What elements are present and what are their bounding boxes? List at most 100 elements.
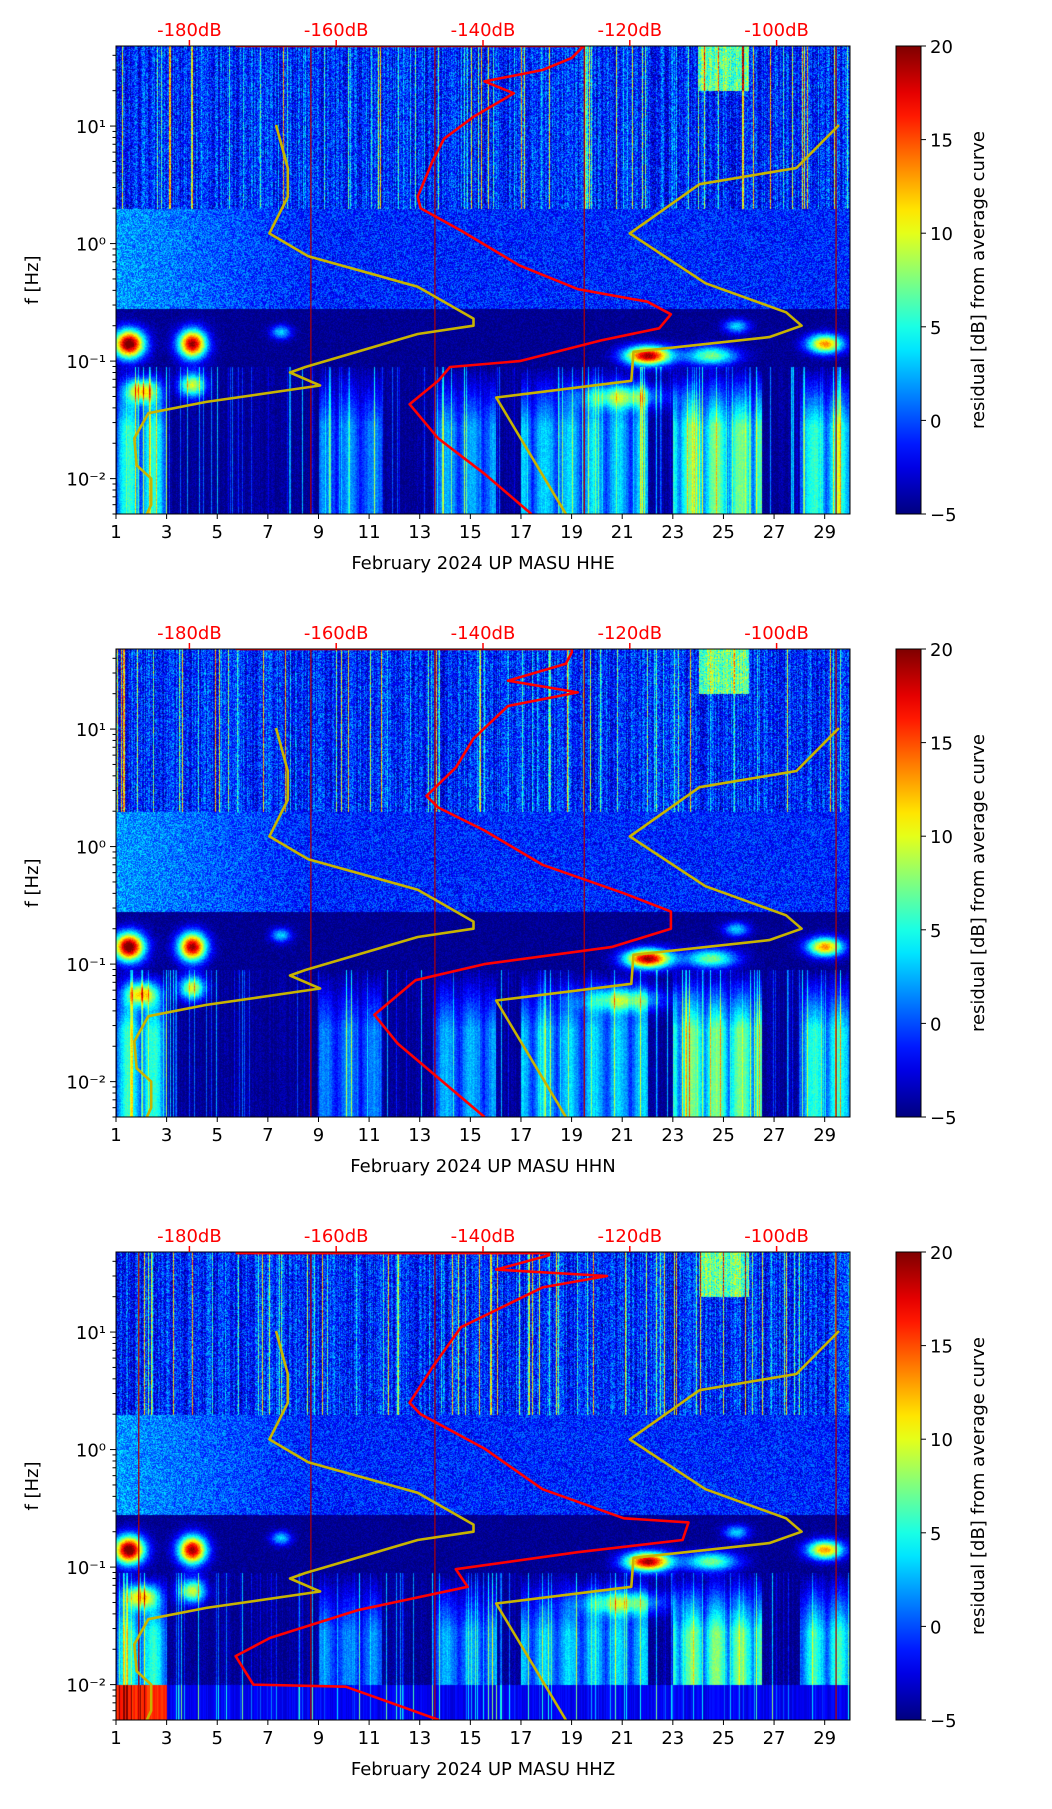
x-tick-label: 25: [712, 1728, 735, 1749]
nhnm-curve: [494, 1330, 840, 1720]
colorbar-tick-label: 0: [930, 411, 941, 432]
colorbar-tick-label: 15: [930, 131, 953, 152]
colorbar-label: residual [dB] from average curve: [968, 131, 989, 429]
colorbar-tick-label: 5: [930, 318, 941, 339]
y-tick-label: 10⁻¹: [66, 1558, 106, 1579]
top-db-tick-label: -180dB: [157, 20, 222, 41]
colorbar-tick-label: −5: [930, 505, 957, 526]
spectrogram-panel-hhe: 1 3 5 7 9 11 13 15 17 19 21 23 25 27 29 February 2024 U…: [0, 0, 1052, 603]
x-tick-label: 27: [763, 522, 786, 543]
plot-area: [133, 1252, 840, 1720]
spectrogram-panel-hhn: 1 3 5 7 9 11 13 15 17 19 21 23 25 27 29 February 2024 U…: [0, 603, 1052, 1206]
y-axis-label: f [Hz]: [22, 858, 43, 907]
colorbar: [895, 45, 922, 515]
top-db-tick-label: -120dB: [597, 20, 662, 41]
y-tick-label: 10⁻¹: [66, 352, 106, 373]
x-tick-label: 13: [408, 522, 431, 543]
colorbar-tick-label: −5: [930, 1711, 957, 1732]
plot-frame: [115, 45, 851, 515]
x-tick-label: 27: [763, 1728, 786, 1749]
x-tick-label: 5: [212, 1125, 223, 1146]
y-axis-label: f [Hz]: [22, 255, 43, 304]
top-db-tick-label: -120dB: [597, 623, 662, 644]
x-tick-label: 15: [459, 1125, 482, 1146]
x-axis-label: February 2024 UP MASU HHZ: [351, 1759, 615, 1780]
x-tick-label: 21: [611, 522, 634, 543]
colorbar-label: residual [dB] from average curve: [968, 734, 989, 1032]
colorbar-tick-label: 5: [930, 921, 941, 942]
colorbar-tick-label: 20: [930, 1243, 953, 1264]
x-tick-label: 23: [661, 1728, 684, 1749]
nhnm-curve: [494, 124, 840, 514]
x-tick-label: 9: [313, 522, 324, 543]
top-db-tick-label: -140dB: [451, 1226, 516, 1247]
x-tick-label: 1: [110, 522, 121, 543]
colorbar-tick-label: 20: [930, 640, 953, 661]
x-axis-label: February 2024 UP MASU HHE: [351, 553, 614, 574]
x-tick-label: 15: [459, 522, 482, 543]
x-tick-label: 11: [358, 1728, 381, 1749]
nlnm-curve: [133, 124, 475, 514]
x-tick-label: 23: [661, 1125, 684, 1146]
colorbar: [895, 1251, 922, 1721]
x-tick-label: 25: [712, 1125, 735, 1146]
top-db-tick-label: -160dB: [304, 20, 369, 41]
colorbar-tick-label: 15: [930, 1337, 953, 1358]
x-tick-label: 21: [611, 1125, 634, 1146]
x-tick-label: 11: [358, 522, 381, 543]
spectrogram-image: [116, 46, 850, 514]
x-tick-label: 29: [813, 1728, 836, 1749]
colorbar-tick-label: 20: [930, 37, 953, 58]
top-db-tick-label: -100dB: [744, 623, 809, 644]
y-tick-label: 10⁻²: [66, 1073, 106, 1094]
colorbar-tick-label: 10: [930, 224, 953, 245]
top-db-tick-label: -160dB: [304, 623, 369, 644]
colorbar-tick-label: 5: [930, 1524, 941, 1545]
colorbar-tick-label: 0: [930, 1617, 941, 1638]
top-db-tick-label: -140dB: [451, 20, 516, 41]
x-tick-label: 7: [262, 522, 273, 543]
x-tick-label: 17: [510, 1728, 533, 1749]
x-tick-label: 3: [161, 1728, 172, 1749]
x-tick-label: 17: [510, 1125, 533, 1146]
x-tick-label: 13: [408, 1728, 431, 1749]
x-tick-label: 3: [161, 1125, 172, 1146]
top-db-tick-label: -140dB: [451, 623, 516, 644]
colorbar-tick-label: 10: [930, 827, 953, 848]
nlnm-curve: [133, 1330, 475, 1720]
x-tick-label: 29: [813, 1125, 836, 1146]
x-tick-label: 27: [763, 1125, 786, 1146]
x-tick-label: 23: [661, 522, 684, 543]
x-tick-label: 17: [510, 522, 533, 543]
x-tick-label: 29: [813, 522, 836, 543]
colorbar-tick-label: 15: [930, 734, 953, 755]
x-tick-label: 21: [611, 1728, 634, 1749]
x-tick-label: 9: [313, 1728, 324, 1749]
spectrogram-panel-hhz: 1 3 5 7 9 11 13 15 17 19 21 23 25 27 29 February 2024 U…: [0, 1206, 1052, 1809]
x-tick-label: 9: [313, 1125, 324, 1146]
average-psd-curve: [235, 649, 673, 1117]
top-db-tick-label: -180dB: [157, 623, 222, 644]
x-tick-label: 7: [262, 1125, 273, 1146]
x-tick-label: 5: [212, 1728, 223, 1749]
y-tick-label: 10¹: [76, 1323, 106, 1344]
top-db-tick-label: -100dB: [744, 1226, 809, 1247]
y-tick-label: 10⁻¹: [66, 955, 106, 976]
x-tick-label: 1: [110, 1125, 121, 1146]
top-db-tick-label: -120dB: [597, 1226, 662, 1247]
y-tick-label: 10⁰: [76, 235, 106, 256]
y-tick-label: 10¹: [76, 720, 106, 741]
top-db-tick-label: -180dB: [157, 1226, 222, 1247]
x-tick-label: 19: [560, 1125, 583, 1146]
nhnm-curve: [494, 727, 840, 1117]
colorbar: [895, 648, 922, 1118]
plot-area: [133, 46, 840, 514]
y-tick-label: 10⁰: [76, 838, 106, 859]
x-tick-label: 25: [712, 522, 735, 543]
x-tick-label: 13: [408, 1125, 431, 1146]
colorbar-tick-label: −5: [930, 1108, 957, 1129]
spectrogram-image: [116, 649, 850, 1117]
x-axis-label: February 2024 UP MASU HHN: [350, 1156, 615, 1177]
